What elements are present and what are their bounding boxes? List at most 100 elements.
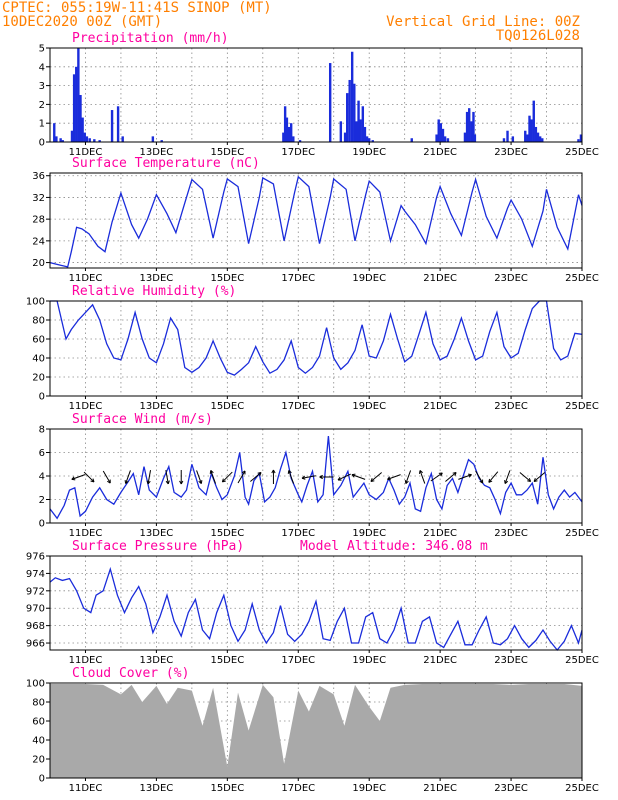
x-tick-label: 17DEC bbox=[281, 528, 315, 539]
wind-arrow-head bbox=[440, 472, 443, 477]
humidity-panel: 0 20 40 60 80 100 11DEC 13DEC 15DEC 17DEC 19DEC 21D… bbox=[26, 284, 599, 412]
precip-bar bbox=[446, 138, 450, 142]
wind-arrow-head bbox=[106, 480, 111, 484]
x-tick-label: 25DEC bbox=[565, 147, 599, 158]
wind-arrow-head bbox=[488, 478, 491, 483]
y-tick-label: 60 bbox=[32, 335, 45, 346]
wind-arrow-head bbox=[404, 480, 407, 484]
precip-bar bbox=[541, 138, 544, 142]
precip-bar bbox=[365, 136, 369, 142]
wind-arrow-shaft bbox=[337, 473, 351, 481]
precip-bar bbox=[93, 139, 96, 142]
wind-arrow bbox=[337, 473, 351, 481]
cloud-cover-panel: 0 20 40 60 80 100 11DEC 13DEC 15DEC 17DEC 19DEC 21D… bbox=[26, 666, 599, 794]
x-tick-label: 13DEC bbox=[140, 147, 174, 158]
precip-bar bbox=[536, 132, 540, 142]
temperature-panel: 20 24 28 32 36 11DEC 13DEC 15DEC 17DEC 19DEC 21DEC… bbox=[32, 156, 599, 284]
wind-arrow-head bbox=[351, 473, 356, 476]
precip-bar bbox=[577, 139, 580, 142]
wind-arrow-head bbox=[504, 480, 506, 484]
x-tick-label: 17DEC bbox=[281, 783, 315, 794]
humidity-line bbox=[50, 300, 583, 376]
precip-bar bbox=[526, 134, 529, 142]
y-tick-label: 2 bbox=[39, 495, 45, 506]
wind-arrow-shaft bbox=[351, 474, 366, 480]
precip-bar bbox=[110, 110, 114, 142]
y-tick-label: 40 bbox=[32, 354, 45, 365]
wind-arrow-head bbox=[124, 480, 127, 484]
wind-arrow-shaft bbox=[488, 471, 499, 483]
precip-bar bbox=[443, 136, 447, 142]
y-tick-label: 32 bbox=[32, 193, 45, 204]
x-tick-label: 15DEC bbox=[210, 655, 244, 666]
precip-bar bbox=[439, 123, 443, 142]
precip-bar bbox=[83, 132, 86, 142]
y-tick-label: 80 bbox=[32, 698, 45, 709]
precip-bar bbox=[355, 121, 358, 142]
wind-arrow bbox=[196, 470, 203, 484]
precip-bar bbox=[282, 132, 285, 142]
grid-note: Vertical Grid Line: 00Z bbox=[386, 14, 580, 30]
wind-title: Surface Wind (m/s) bbox=[72, 412, 213, 427]
wind-arrow-head bbox=[479, 480, 483, 484]
x-tick-label: 15DEC bbox=[210, 273, 244, 284]
wind-arrow-head bbox=[179, 480, 182, 485]
y-tick-label: 974 bbox=[26, 569, 45, 580]
wind-panel: 0 2 4 6 8 11DEC 13DEC 15DEC 17DEC 19DEC 21DEC 23DEC… bbox=[39, 412, 599, 539]
y-tick-label: 20 bbox=[32, 258, 45, 269]
wind-arrow-head bbox=[337, 476, 341, 481]
y-tick-label: 976 bbox=[26, 552, 45, 563]
y-tick-label: 100 bbox=[26, 297, 45, 308]
x-tick-label: 21DEC bbox=[423, 528, 457, 539]
wind-arrow-head bbox=[319, 474, 323, 478]
x-tick-label: 13DEC bbox=[140, 528, 174, 539]
wind-arrow bbox=[237, 470, 246, 484]
precip-bar bbox=[292, 136, 295, 142]
x-tick-label: 11DEC bbox=[69, 783, 103, 794]
wind-arrow-shaft bbox=[196, 470, 202, 484]
precip-bar bbox=[85, 136, 89, 142]
y-tick-label: 970 bbox=[26, 604, 45, 615]
x-tick-label: 25DEC bbox=[565, 655, 599, 666]
panel-frame bbox=[49, 300, 583, 397]
precipitation-title: Precipitation (mm/h) bbox=[72, 31, 229, 46]
precip-bar bbox=[79, 95, 82, 142]
precip-bar bbox=[285, 117, 289, 142]
precip-bar bbox=[470, 121, 473, 142]
precip-bar bbox=[363, 126, 367, 142]
y-tick-label: 0 bbox=[39, 392, 45, 403]
precip-bar bbox=[437, 119, 440, 142]
x-tick-label: 11DEC bbox=[69, 655, 103, 666]
wind-arrow bbox=[475, 470, 484, 484]
temperature-line bbox=[49, 175, 583, 268]
precip-bar bbox=[61, 140, 64, 142]
wind-arrow bbox=[301, 475, 316, 480]
x-tick-label: 21DEC bbox=[423, 783, 457, 794]
wind-arrow bbox=[458, 473, 472, 480]
wind-arrow-shaft bbox=[533, 472, 546, 482]
precip-bar bbox=[528, 115, 531, 142]
wind-arrow bbox=[319, 474, 334, 480]
y-tick-label: 3 bbox=[39, 81, 45, 92]
wind-arrow bbox=[519, 472, 532, 482]
wind-arrow-head bbox=[301, 475, 306, 479]
pressure-panel: 966 968 970 972 974 976 11DEC 13DEC 15DEC 17DEC 19… bbox=[26, 539, 599, 666]
y-tick-label: 80 bbox=[32, 316, 45, 327]
precip-bar bbox=[368, 138, 371, 142]
wind-arrow-shaft bbox=[475, 470, 484, 484]
wind-arrow bbox=[418, 470, 426, 484]
x-tick-label: 23DEC bbox=[494, 273, 528, 284]
x-tick-label: 21DEC bbox=[423, 401, 457, 412]
wind-arrow bbox=[124, 470, 131, 484]
x-tick-label: 15DEC bbox=[210, 147, 244, 158]
wind-arrow bbox=[488, 471, 499, 483]
precip-bar bbox=[59, 138, 62, 142]
precip-bar bbox=[468, 108, 471, 142]
wind-arrow-shaft bbox=[165, 470, 169, 484]
wind-arrow-shaft bbox=[405, 470, 412, 484]
y-tick-label: 4 bbox=[39, 62, 45, 73]
x-tick-label: 23DEC bbox=[494, 655, 528, 666]
wind-arrow-shaft bbox=[125, 470, 131, 484]
wind-arrow bbox=[271, 469, 276, 484]
wind-arrow-shaft bbox=[102, 470, 111, 484]
